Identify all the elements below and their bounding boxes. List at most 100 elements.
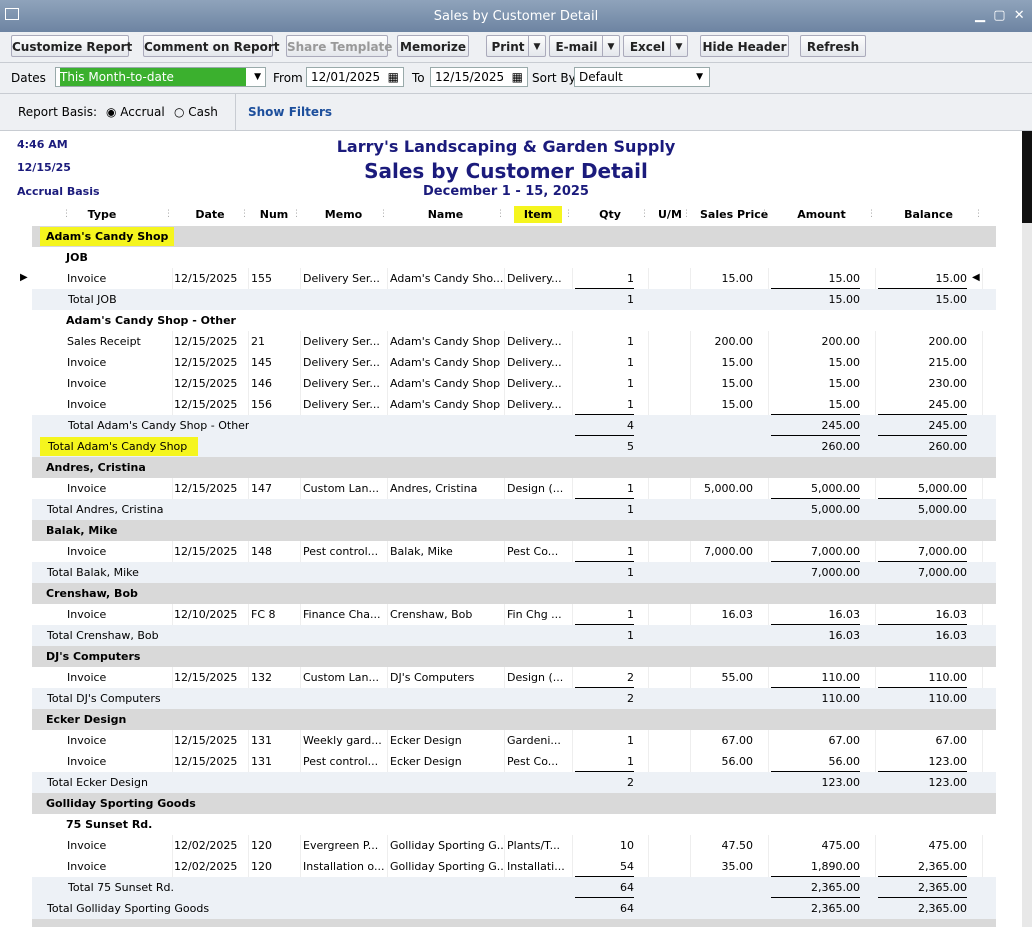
report-row[interactable]: Sales Receipt 12/15/2025 21 Delivery Ser...… — [0, 331, 996, 352]
system-menu[interactable] — [5, 8, 19, 20]
report-row[interactable]: JOB — [0, 247, 996, 268]
report-row[interactable]: Total Adam's Candy Shop 5 260.00 260.00 — [0, 436, 996, 457]
dropdown-arrow[interactable]: ▼ — [528, 36, 545, 56]
cell-divider — [690, 856, 691, 877]
toolbar-button[interactable]: E-mail ▼ — [549, 35, 620, 57]
to-date[interactable]: 12/15/2025 ▦ — [430, 67, 528, 87]
toolbar-button[interactable]: Hide Header — [700, 35, 789, 57]
dates-select[interactable]: This Month-to-date ▼ — [55, 67, 266, 87]
report-row[interactable]: Adam's Candy Shop — [0, 226, 996, 247]
column-header-label: Num — [259, 208, 289, 221]
toolbar-button[interactable]: Customize Report — [11, 35, 132, 57]
cash-radio[interactable]: ○ Cash — [174, 105, 218, 119]
cell-divider — [504, 478, 505, 499]
report-row[interactable]: 75 Sunset Rd. — [0, 814, 996, 835]
total-label-text: Total Andres, Cristina — [47, 503, 164, 516]
report-row[interactable]: Invoice 12/15/2025 145 Delivery Ser... Adam'… — [0, 352, 996, 373]
cell-amount: 15.00 — [828, 377, 861, 390]
toolbar-button[interactable]: Print ▼ — [486, 35, 546, 57]
cell-amount: 110.00 — [821, 671, 861, 684]
cell-divider — [690, 835, 691, 856]
toolbar-button[interactable]: Memorize — [397, 35, 469, 57]
cell-name: Adam's Candy Sho... — [390, 272, 504, 285]
window-controls[interactable]: ▁ ▢ ✕ — [975, 8, 1025, 23]
row-background — [32, 457, 996, 478]
report-row[interactable]: Total 75 Sunset Rd. 64 2,365.00 2,365.00 — [0, 877, 996, 898]
report-row[interactable]: Total Golliday Sporting Goods 64 2,365.00 2… — [0, 898, 996, 919]
cell-amount: 1,890.00 — [811, 860, 860, 873]
report-row[interactable]: Balak, Mike — [0, 520, 996, 541]
group-label-text: JOB — [66, 251, 88, 264]
cell-name: Adam's Candy Shop — [390, 356, 501, 369]
cell-item: Design (... — [507, 482, 564, 495]
cell-item: Gardeni... — [507, 734, 561, 747]
report-row[interactable]: Invoice 12/15/2025 147 Custom Lan... Andres,… — [0, 478, 996, 499]
sum-rule — [771, 897, 860, 898]
report-row[interactable]: Invoice 12/15/2025 131 Weekly gard... Ecker … — [0, 730, 996, 751]
from-date[interactable]: 12/01/2025 ▦ — [306, 67, 404, 87]
accrual-radio[interactable]: ◉ Accrual — [106, 105, 165, 119]
row-background — [32, 835, 996, 856]
report-row[interactable]: Invoice 12/15/2025 146 Delivery Ser... Adam'… — [0, 373, 996, 394]
report-row[interactable]: Total Balak, Mike 1 7,000.00 7,000.00 — [0, 562, 996, 583]
total-balance: 123.00 — [928, 776, 968, 789]
cell-divider — [875, 373, 876, 394]
report-row[interactable]: Invoice 12/15/2025 155 Delivery Ser... Adam'… — [0, 268, 996, 289]
report-row[interactable]: Total Ecker Design 2 123.00 123.00 — [0, 772, 996, 793]
sum-rule — [771, 435, 860, 436]
total-label: Total Adam's Candy Shop - Other — [61, 415, 249, 436]
toolbar-button[interactable]: Comment on Report — [143, 35, 280, 57]
cell-divider — [648, 478, 649, 499]
total-amount: 260.00 — [821, 440, 861, 453]
report-row[interactable]: Crenshaw, Bob — [0, 583, 996, 604]
report-row[interactable]: Invoice 12/02/2025 120 Installation o... Gol… — [0, 856, 996, 877]
report-row[interactable]: Invoice 12/15/2025 156 Delivery Ser... Adam'… — [0, 394, 996, 415]
title-bar: Sales by Customer Detail ▁ ▢ ✕ — [0, 0, 1032, 32]
report-row[interactable]: Total DJ's Computers 2 110.00 110.00 — [0, 688, 996, 709]
cell-date: 12/15/2025 — [174, 482, 238, 495]
cell-qty: 1 — [627, 356, 634, 369]
button-label: Hide Header — [702, 40, 787, 54]
cell-qty: 1 — [627, 734, 634, 747]
sort-select[interactable]: Default ▼ — [574, 67, 710, 87]
report-row[interactable]: Invoice 12/10/2025 FC 8 Finance Cha... Crens… — [0, 604, 996, 625]
cell-date: 12/15/2025 — [174, 377, 238, 390]
report-row[interactable]: Adam's Candy Shop - Other — [0, 310, 996, 331]
report-row[interactable]: Invoice 12/15/2025 148 Pest control... Balak… — [0, 541, 996, 562]
scrollbar[interactable] — [1022, 131, 1032, 927]
dropdown-arrow[interactable]: ▼ — [670, 36, 687, 56]
cell-item: Delivery... — [507, 398, 562, 411]
report-row[interactable]: DJ's Computers — [0, 646, 996, 667]
report-row[interactable]: Total Andres, Cristina 1 5,000.00 5,000.00 — [0, 499, 996, 520]
group-label: Adam's Candy Shop - Other — [60, 310, 236, 331]
toolbar-button[interactable]: Excel ▼ — [623, 35, 688, 57]
sum-rule — [575, 897, 634, 898]
column-header-label: U/M — [658, 208, 682, 221]
cell-divider — [982, 331, 983, 352]
show-filters[interactable]: Show Filters — [248, 105, 333, 119]
report-row[interactable]: Invoice 12/15/2025 132 Custom Lan... DJ's Co… — [0, 667, 996, 688]
toolbar-button[interactable]: Refresh — [800, 35, 866, 57]
cell-num: 155 — [251, 272, 272, 285]
sum-rule — [575, 414, 634, 415]
report-row[interactable]: Total Adam's Candy Shop - Other 4 245.00 24… — [0, 415, 996, 436]
report-row[interactable]: Golliday Sporting Goods — [0, 793, 996, 814]
report-row[interactable]: Invoice 12/15/2025 131 Pest control... Ecker… — [0, 751, 996, 772]
cell-divider — [300, 394, 301, 415]
group-label: Ecker Design — [40, 709, 126, 730]
row-background — [32, 331, 996, 352]
report-row[interactable]: Ecker Design — [0, 709, 996, 730]
cell-divider — [690, 478, 691, 499]
dropdown-arrow[interactable]: ▼ — [602, 36, 619, 56]
row-background — [32, 268, 996, 289]
group-label: Crenshaw, Bob — [40, 583, 138, 604]
report-row[interactable]: Total Crenshaw, Bob 1 16.03 16.03 — [0, 625, 996, 646]
total-balance: 5,000.00 — [918, 503, 967, 516]
group-label: JOB — [60, 247, 88, 268]
report-row[interactable]: Total JOB 1 15.00 15.00 — [0, 289, 996, 310]
column-divider: ⋮ — [496, 209, 505, 219]
button-label: Print — [491, 40, 525, 54]
row-background — [32, 310, 996, 331]
report-row[interactable]: Andres, Cristina — [0, 457, 996, 478]
report-row[interactable]: Invoice 12/02/2025 120 Evergreen P... Gollid… — [0, 835, 996, 856]
